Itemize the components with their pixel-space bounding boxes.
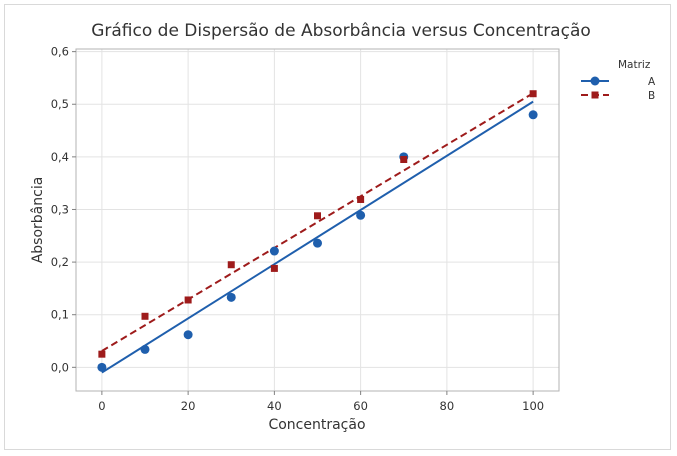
point-b xyxy=(357,195,365,203)
point-b xyxy=(529,90,537,98)
legend-label-a: A xyxy=(648,76,656,88)
y-tick-label: 0,6 xyxy=(51,45,69,59)
chart-title: Gráfico de Dispersão de Absorbância vers… xyxy=(91,21,591,41)
gridlines xyxy=(76,49,559,391)
legend: Matriz AB xyxy=(581,59,656,102)
point-a xyxy=(269,246,279,256)
data-points xyxy=(97,90,538,372)
plot-area xyxy=(75,48,560,392)
point-b xyxy=(184,296,192,304)
x-tick-label: 60 xyxy=(353,399,368,413)
legend-label-b: B xyxy=(648,90,655,102)
y-tick-label: 0,1 xyxy=(51,308,69,322)
point-a xyxy=(356,210,366,220)
x-tick-label: 80 xyxy=(440,399,455,413)
y-tick-label: 0,4 xyxy=(51,150,69,164)
legend-title: Matriz xyxy=(618,59,651,71)
point-a xyxy=(140,344,150,354)
y-tick-label: 0,5 xyxy=(51,97,69,111)
point-a xyxy=(313,238,322,248)
point-b xyxy=(314,212,321,220)
point-b xyxy=(141,312,149,320)
fit-lines xyxy=(101,92,534,374)
scatter-chart: Gráfico de Dispersão de Absorbância vers… xyxy=(30,21,656,433)
point-a xyxy=(528,110,538,120)
x-tick-label: 0 xyxy=(98,399,105,413)
x-axis-title: Concentração xyxy=(268,417,365,433)
fit-line-a xyxy=(101,100,534,374)
legend-marker-a xyxy=(590,76,600,86)
point-a xyxy=(226,292,236,302)
fit-line-b xyxy=(101,92,534,352)
x-tick-label: 20 xyxy=(181,399,196,413)
x-tick-label: 40 xyxy=(267,399,282,413)
point-a xyxy=(97,362,107,372)
point-b xyxy=(270,264,278,272)
y-tick-label: 0,2 xyxy=(51,255,69,269)
point-b xyxy=(227,261,235,269)
legend-marker-b xyxy=(591,91,599,99)
x-tick-label: 100 xyxy=(522,399,544,413)
axis-ticks: 0 20 40 60 80 100 0,0 0,1 0,2 0,3 0,4 0,5 0,6 xyxy=(51,45,544,413)
point-a xyxy=(183,330,193,340)
y-tick-label: 0,0 xyxy=(51,360,69,374)
point-b xyxy=(400,155,408,163)
chart-frame: Gráfico de Dispersão de Absorbância vers… xyxy=(4,4,671,450)
y-tick-label: 0,3 xyxy=(51,202,69,216)
y-axis-title: Absorbância xyxy=(30,177,46,264)
point-b xyxy=(98,350,106,358)
